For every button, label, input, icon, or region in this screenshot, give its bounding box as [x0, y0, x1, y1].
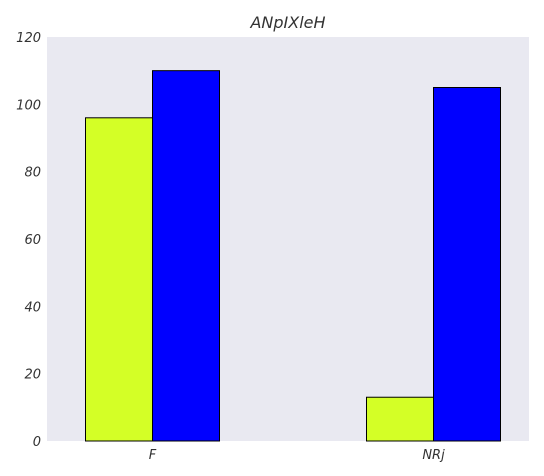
- y-tick-label: 20: [24, 368, 41, 383]
- bars: [85, 70, 501, 442]
- y-axis: 0 20 40 60 80 100 120: [16, 31, 41, 450]
- bar-series-1-F: [85, 117, 153, 442]
- bar-series-2-NRj: [433, 87, 501, 442]
- chart-title: ANpIXleH: [249, 13, 325, 32]
- y-tick-label: 120: [16, 31, 41, 46]
- y-tick-label: 80: [24, 166, 41, 181]
- y-tick-label: 60: [24, 233, 41, 248]
- y-tick-label: 40: [24, 300, 41, 315]
- x-axis: F NRj: [149, 448, 445, 463]
- x-tick-label: NRj: [422, 448, 445, 463]
- bar-series-1-NRj: [366, 396, 434, 442]
- bar-series-2-F: [152, 70, 220, 442]
- y-tick-label: 100: [16, 98, 41, 113]
- y-tick-label: 0: [33, 435, 41, 450]
- x-tick-label: F: [149, 448, 157, 463]
